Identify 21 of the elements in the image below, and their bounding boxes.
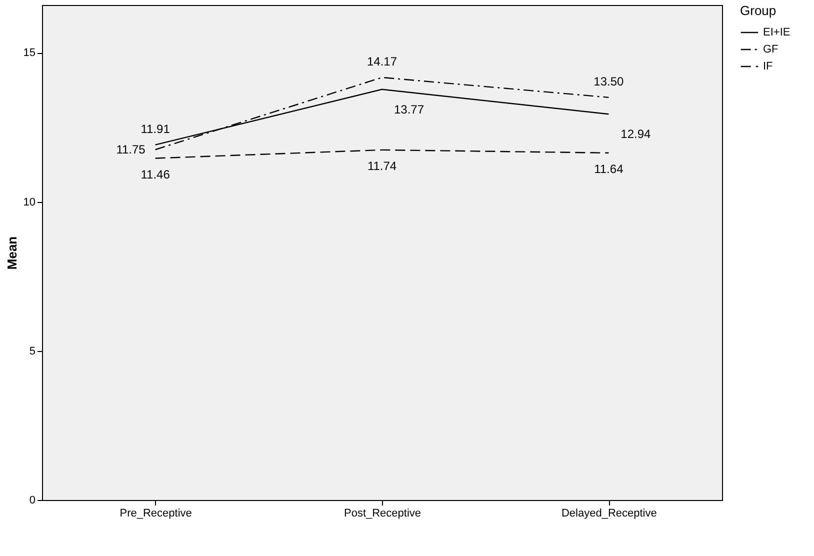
data-label: 11.74 [367,158,397,173]
legend-label: GF [763,44,779,56]
x-tick-label: Post_Receptive [344,508,422,520]
x-tick-label: Delayed_Receptive [561,508,657,520]
data-label: 13.77 [394,102,424,116]
data-label: 11.46 [140,167,170,182]
y-axis-title: Mean [4,236,20,270]
data-label: 13.50 [594,74,624,88]
data-label: 12.94 [620,127,652,142]
x-tick-label: Pre_Receptive [120,508,192,520]
legend-label: EI+IE [763,26,790,38]
data-label: 11.64 [594,162,624,176]
y-tick-label: 5 [29,345,36,358]
legend-title: Group [740,3,776,18]
data-label: 11.75 [116,142,146,157]
y-tick-label: 10 [23,196,36,208]
data-label: 14.17 [366,54,398,68]
y-tick-label: 0 [29,494,36,506]
data-label: 11.91 [140,122,170,136]
y-tick-label: 15 [23,47,36,60]
legend-label: IF [763,60,774,72]
